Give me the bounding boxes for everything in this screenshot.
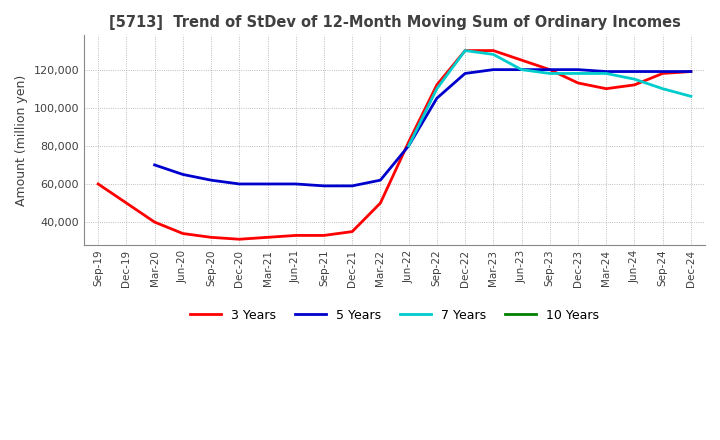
5 Years	[574, 67, 582, 72]
3 Years	[235, 237, 243, 242]
Title: [5713]  Trend of StDev of 12-Month Moving Sum of Ordinary Incomes: [5713] Trend of StDev of 12-Month Moving…	[109, 15, 680, 30]
3 Years	[207, 235, 215, 240]
3 Years	[376, 200, 384, 205]
5 Years	[292, 181, 300, 187]
7 Years	[405, 143, 413, 149]
5 Years	[348, 183, 356, 188]
3 Years	[461, 48, 469, 53]
7 Years	[574, 71, 582, 76]
5 Years	[489, 67, 498, 72]
3 Years	[574, 81, 582, 86]
3 Years	[405, 139, 413, 145]
3 Years	[687, 69, 696, 74]
7 Years	[658, 86, 667, 92]
3 Years	[489, 48, 498, 53]
5 Years	[179, 172, 187, 177]
3 Years	[630, 82, 639, 88]
7 Years	[433, 86, 441, 92]
Line: 3 Years: 3 Years	[98, 51, 691, 239]
3 Years	[94, 181, 102, 187]
3 Years	[602, 86, 611, 92]
3 Years	[546, 67, 554, 72]
3 Years	[658, 71, 667, 76]
Legend: 3 Years, 5 Years, 7 Years, 10 Years: 3 Years, 5 Years, 7 Years, 10 Years	[185, 304, 604, 327]
5 Years	[376, 177, 384, 183]
5 Years	[150, 162, 159, 168]
7 Years	[630, 77, 639, 82]
5 Years	[461, 71, 469, 76]
5 Years	[207, 177, 215, 183]
5 Years	[264, 181, 272, 187]
7 Years	[489, 52, 498, 57]
3 Years	[150, 220, 159, 225]
5 Years	[602, 69, 611, 74]
5 Years	[658, 69, 667, 74]
7 Years	[546, 71, 554, 76]
5 Years	[405, 143, 413, 149]
3 Years	[320, 233, 328, 238]
3 Years	[179, 231, 187, 236]
7 Years	[602, 71, 611, 76]
5 Years	[235, 181, 243, 187]
Y-axis label: Amount (million yen): Amount (million yen)	[15, 74, 28, 206]
Line: 5 Years: 5 Years	[155, 70, 691, 186]
5 Years	[433, 95, 441, 101]
3 Years	[433, 82, 441, 88]
5 Years	[546, 67, 554, 72]
3 Years	[348, 229, 356, 234]
3 Years	[517, 58, 526, 63]
5 Years	[687, 69, 696, 74]
3 Years	[122, 200, 131, 205]
5 Years	[320, 183, 328, 188]
7 Years	[687, 94, 696, 99]
3 Years	[292, 233, 300, 238]
Line: 7 Years: 7 Years	[409, 51, 691, 146]
5 Years	[517, 67, 526, 72]
7 Years	[517, 67, 526, 72]
7 Years	[461, 48, 469, 53]
3 Years	[264, 235, 272, 240]
5 Years	[630, 69, 639, 74]
